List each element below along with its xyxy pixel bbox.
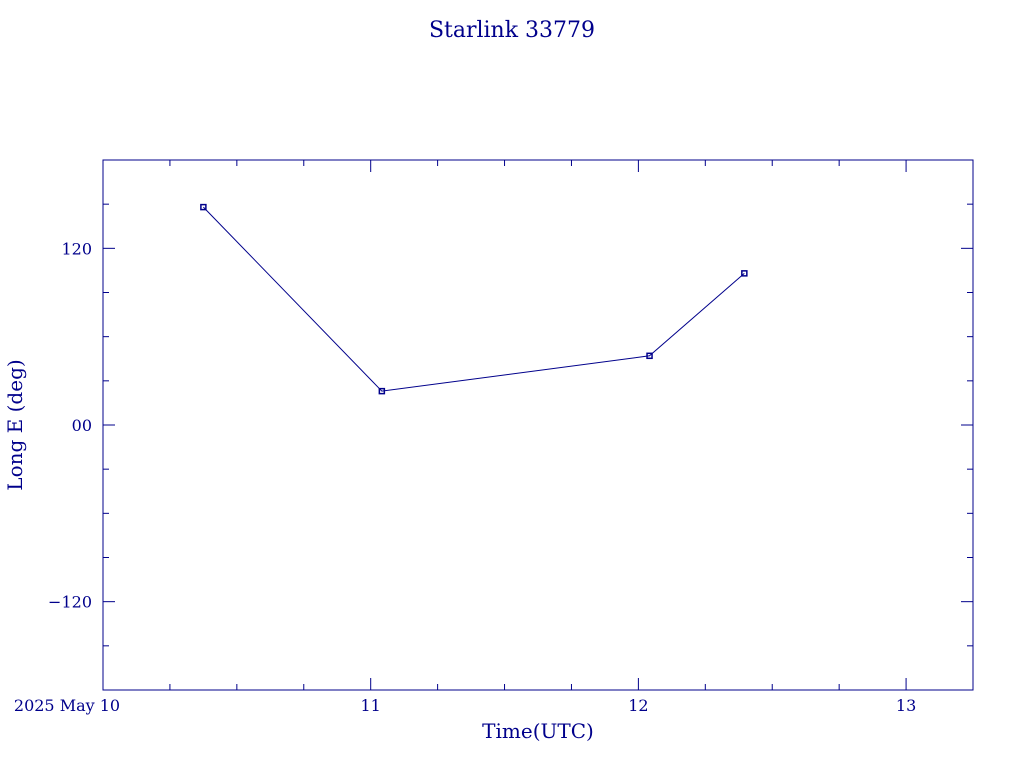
y-tick-label: 00 <box>72 416 92 435</box>
y-tick-label: 120 <box>61 239 92 258</box>
x-axis-label: Time(UTC) <box>482 719 594 743</box>
axis-ticks <box>102 159 974 691</box>
data-point <box>646 352 653 360</box>
data-point <box>741 270 748 277</box>
x-tick-label: 11 <box>361 696 381 715</box>
x-tick-label: 12 <box>628 696 648 715</box>
chart-title: Starlink 33779 <box>429 18 595 43</box>
tick-labels: 2025 May 10 11 12 13 −120 00 120 <box>14 239 916 715</box>
y-axis-label: Long E (deg) <box>3 359 27 490</box>
series-group <box>200 203 748 395</box>
plot-frame <box>102 159 974 691</box>
y-tick-label: −120 <box>48 593 92 612</box>
x-tick-label: 13 <box>896 696 916 715</box>
data-point <box>378 387 386 395</box>
x-tick-label: 2025 May 10 <box>14 696 120 715</box>
data-point <box>200 203 207 211</box>
series-line <box>203 206 745 392</box>
